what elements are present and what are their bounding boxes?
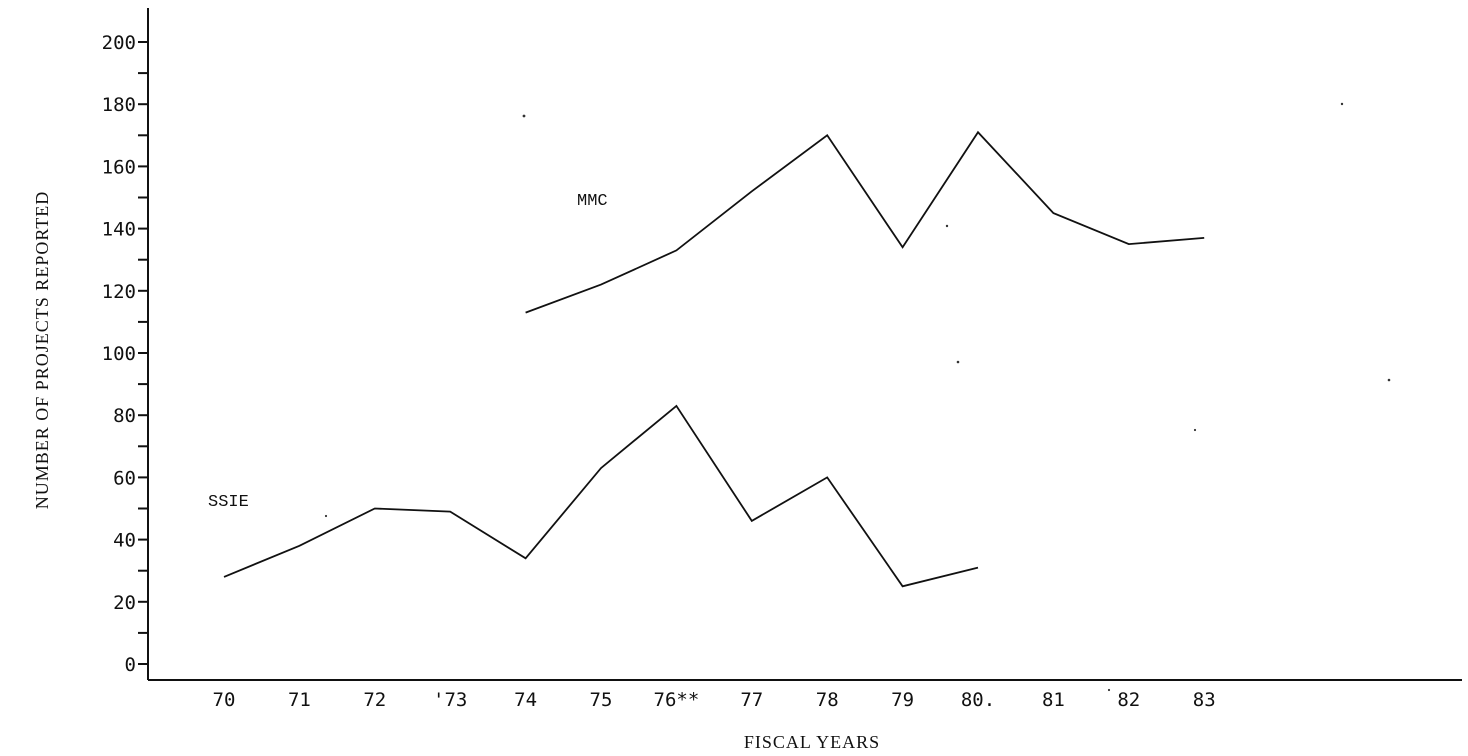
x-tick-label: '73: [433, 689, 467, 711]
x-tick-label: 71: [288, 689, 311, 711]
y-tick-label: 180: [102, 94, 136, 116]
series-labels: SSIE MMC: [208, 192, 608, 512]
x-tick-label: 74: [514, 689, 537, 711]
y-tick-label: 140: [102, 219, 136, 241]
y-tick-label: 120: [102, 281, 136, 303]
scan-specks: [324, 102, 1391, 692]
y-tick-label: 160: [102, 156, 136, 178]
y-tick-label: 0: [125, 654, 136, 676]
x-tick-label: 70: [213, 689, 236, 711]
y-tick-label: 80: [113, 405, 136, 427]
x-tick-label: 75: [590, 689, 613, 711]
series-line-ssie: [223, 404, 979, 588]
x-tick-label: 79: [891, 689, 914, 711]
x-tick-label: 80.: [961, 689, 995, 711]
y-tick-label: 100: [102, 343, 136, 365]
x-tick-label: 77: [740, 689, 763, 711]
y-tick-label: 200: [102, 32, 136, 54]
x-tick-labels: 70 71 72 '73 74 75 76** 77 78 79 80. 81 82 83: [213, 689, 1216, 711]
series-line-mmc: [525, 130, 1205, 314]
x-tick-label: 78: [816, 689, 839, 711]
y-ticks: [138, 41, 148, 665]
series-label-ssie: SSIE: [208, 493, 249, 512]
x-tick-label: 82: [1117, 689, 1140, 711]
y-axis-title: NUMBER OF PROJECTS REPORTED: [32, 191, 52, 509]
series-lines: [223, 130, 1205, 588]
series-label-mmc: MMC: [577, 192, 608, 211]
axes: [147, 8, 1462, 681]
y-tick-label: 60: [113, 467, 136, 489]
x-tick-label: 81: [1042, 689, 1065, 711]
y-tick-label: 20: [113, 592, 136, 614]
y-tick-label: 40: [113, 530, 136, 552]
x-tick-label: 72: [363, 689, 386, 711]
x-tick-label: 76**: [654, 689, 700, 711]
y-tick-labels: 0 20 40 60 80 100 120 140 160 180 200: [102, 32, 136, 676]
x-axis-title: FISCAL YEARS: [744, 732, 880, 752]
x-tick-label: 83: [1193, 689, 1216, 711]
